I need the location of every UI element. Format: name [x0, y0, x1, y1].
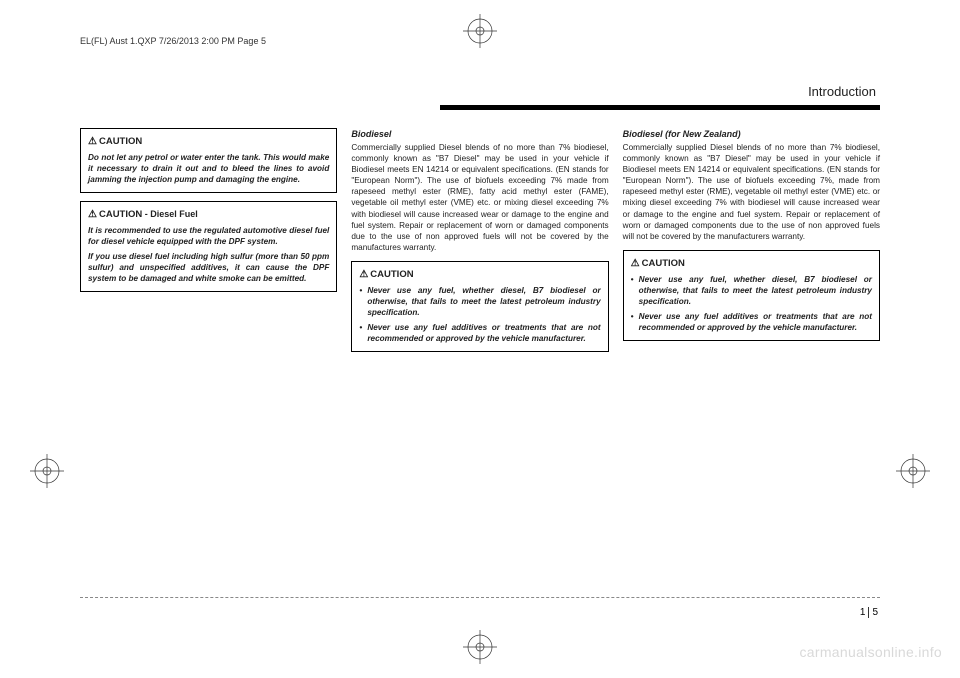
caution-body: Do not let any petrol or water enter the…	[88, 152, 329, 185]
page-content: EL(FL) Aust 1.QXP 7/26/2013 2:00 PM Page…	[80, 36, 880, 636]
column-2: Biodiesel Commercially supplied Diesel b…	[351, 128, 608, 360]
subheading: Biodiesel	[351, 128, 608, 140]
caution-box-4: ⚠CAUTION Never use any fuel, whether die…	[623, 250, 880, 341]
caution-label: CAUTION	[642, 258, 685, 269]
bullet-item: Never use any fuel additives or treatmen…	[367, 322, 600, 344]
registration-mark-icon	[30, 454, 64, 488]
caution-label: CAUTION	[99, 136, 142, 147]
paragraph: Commercially supplied Diesel blends of n…	[351, 142, 608, 253]
page-chapter: 1	[860, 607, 869, 618]
page-number: 15	[860, 607, 878, 618]
column-1: ⚠CAUTION Do not let any petrol or water …	[80, 128, 337, 360]
caution-heading: ⚠CAUTION	[631, 257, 872, 271]
subheading: Biodiesel (for New Zealand)	[623, 128, 880, 140]
columns: ⚠CAUTION Do not let any petrol or water …	[80, 128, 880, 360]
warning-icon: ⚠	[359, 269, 368, 280]
registration-mark-icon	[463, 14, 497, 48]
warning-icon: ⚠	[88, 209, 97, 220]
watermark: carmanualsonline.info	[800, 644, 943, 660]
bullet-list: Never use any fuel, whether diesel, B7 b…	[631, 274, 872, 333]
bullet-item: Never use any fuel, whether diesel, B7 b…	[367, 285, 600, 318]
bullet-list: Never use any fuel, whether diesel, B7 b…	[359, 285, 600, 344]
title-bar	[440, 105, 880, 110]
caution-text: If you use diesel fuel including high su…	[88, 251, 329, 284]
caution-box-2: ⚠CAUTION - Diesel Fuel It is recommended…	[80, 201, 337, 292]
bullet-item: Never use any fuel, whether diesel, B7 b…	[639, 274, 872, 307]
footer-dash-line	[80, 597, 880, 598]
caution-label: CAUTION	[99, 209, 142, 220]
warning-icon: ⚠	[88, 136, 97, 147]
caution-box-3: ⚠CAUTION Never use any fuel, whether die…	[351, 261, 608, 352]
caution-heading: ⚠CAUTION	[88, 135, 329, 149]
paragraph: Commercially supplied Diesel blends of n…	[623, 142, 880, 242]
caution-body: Never use any fuel, whether diesel, B7 b…	[359, 285, 600, 344]
warning-icon: ⚠	[631, 258, 640, 269]
page-footer: 15	[80, 597, 880, 602]
caution-body: It is recommended to use the regulated a…	[88, 225, 329, 284]
bullet-item: Never use any fuel additives or treatmen…	[639, 311, 872, 333]
title-row: Introduction	[80, 84, 880, 99]
registration-mark-icon	[896, 454, 930, 488]
caution-heading: ⚠CAUTION - Diesel Fuel	[88, 208, 329, 222]
caution-text: It is recommended to use the regulated a…	[88, 225, 329, 247]
caution-subtitle: - Diesel Fuel	[142, 209, 198, 219]
caution-heading: ⚠CAUTION	[359, 268, 600, 282]
page-num: 5	[868, 607, 878, 618]
column-3: Biodiesel (for New Zealand) Commercially…	[623, 128, 880, 360]
caution-box-1: ⚠CAUTION Do not let any petrol or water …	[80, 128, 337, 193]
caution-label: CAUTION	[370, 269, 413, 280]
caution-body: Never use any fuel, whether diesel, B7 b…	[631, 274, 872, 333]
registration-mark-icon	[463, 630, 497, 664]
caution-text: Do not let any petrol or water enter the…	[88, 152, 329, 185]
page-title: Introduction	[808, 84, 880, 99]
